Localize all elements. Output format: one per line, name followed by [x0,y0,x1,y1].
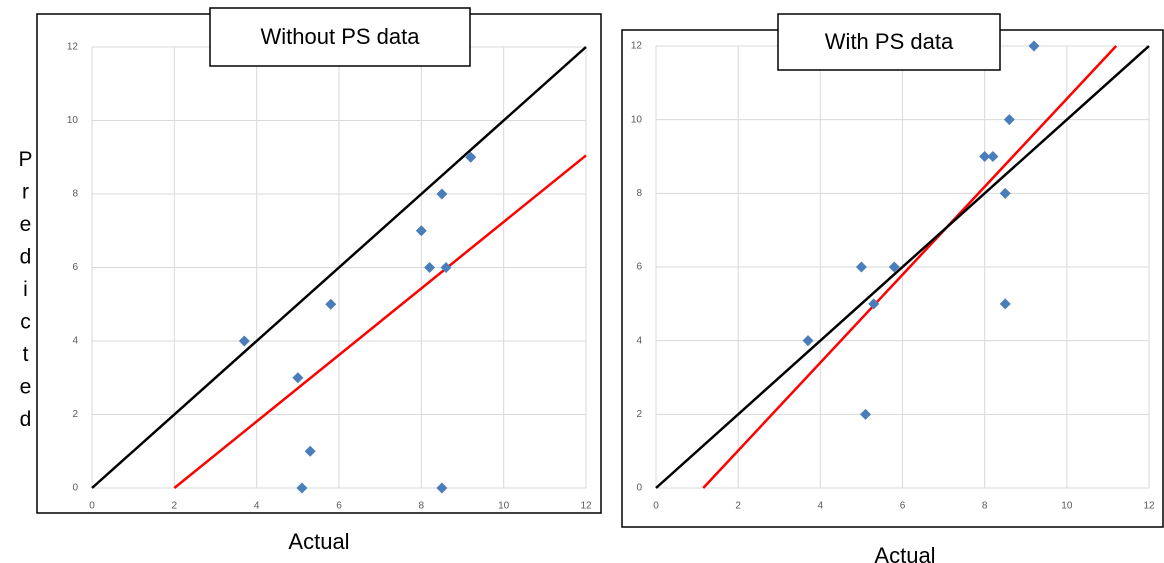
x-tick-label: 2 [172,501,178,512]
x-tick-label: 8 [419,501,425,512]
x-tick-label: 10 [498,501,510,512]
data-point [1003,114,1015,126]
y-tick-label: 10 [631,114,643,125]
y-tick-label: 12 [631,41,643,52]
x-tick-label: 6 [900,501,906,512]
data-point [802,335,814,347]
data-point [868,298,880,310]
chart-frame [36,13,602,514]
x-tick-label: 2 [735,501,741,512]
y-tick-label: 2 [72,409,78,420]
data-point [979,151,991,162]
data-point [436,188,448,200]
x-tick-label: 0 [653,501,659,512]
x-tick-label: 6 [336,501,342,512]
data-point [296,482,308,494]
y-tick-label: 6 [636,262,642,273]
data-point [999,298,1011,310]
y-tick-label: 4 [72,336,78,347]
title-box [777,13,1001,71]
x-axis-label: Actual [288,529,349,554]
data-point [304,445,316,457]
y-tick-label: 10 [67,115,79,126]
y-tick-label: 8 [72,189,78,200]
y-tick-label: 0 [636,483,642,494]
y-tick-label: 4 [636,335,642,346]
data-point [1028,40,1040,52]
chart-title: With PS data [825,29,954,54]
y-tick-label: 6 [72,262,78,273]
data-point [999,187,1011,199]
x-tick-label: 12 [1143,501,1155,512]
fit-line [91,46,587,489]
data-point [440,262,452,273]
x-tick-label: 10 [1061,501,1073,512]
x-tick-label: 4 [818,501,824,512]
y-axis-label: Predicted [14,148,37,441]
x-tick-label: 4 [254,501,260,512]
data-point [860,408,872,420]
title-box [209,7,471,67]
data-point [888,261,900,273]
data-point [465,151,477,163]
chart-title: Without PS data [261,24,421,49]
y-tick-label: 0 [72,483,78,494]
x-axis-label: Actual [874,543,935,563]
data-point [415,225,427,237]
x-tick-label: 12 [580,501,592,512]
data-point [325,298,337,310]
y-tick-label: 2 [636,409,642,420]
x-tick-label: 0 [89,501,95,512]
data-point [987,151,999,162]
y-tick-label: 8 [636,188,642,199]
data-point [424,262,436,273]
fit-line [173,154,587,489]
x-tick-label: 8 [982,501,988,512]
fit-line [702,45,1118,489]
data-point [436,482,448,494]
data-point [292,372,304,384]
data-point [855,261,867,273]
fit-line [655,45,1150,489]
data-point [238,335,250,347]
y-tick-label: 12 [67,42,79,53]
